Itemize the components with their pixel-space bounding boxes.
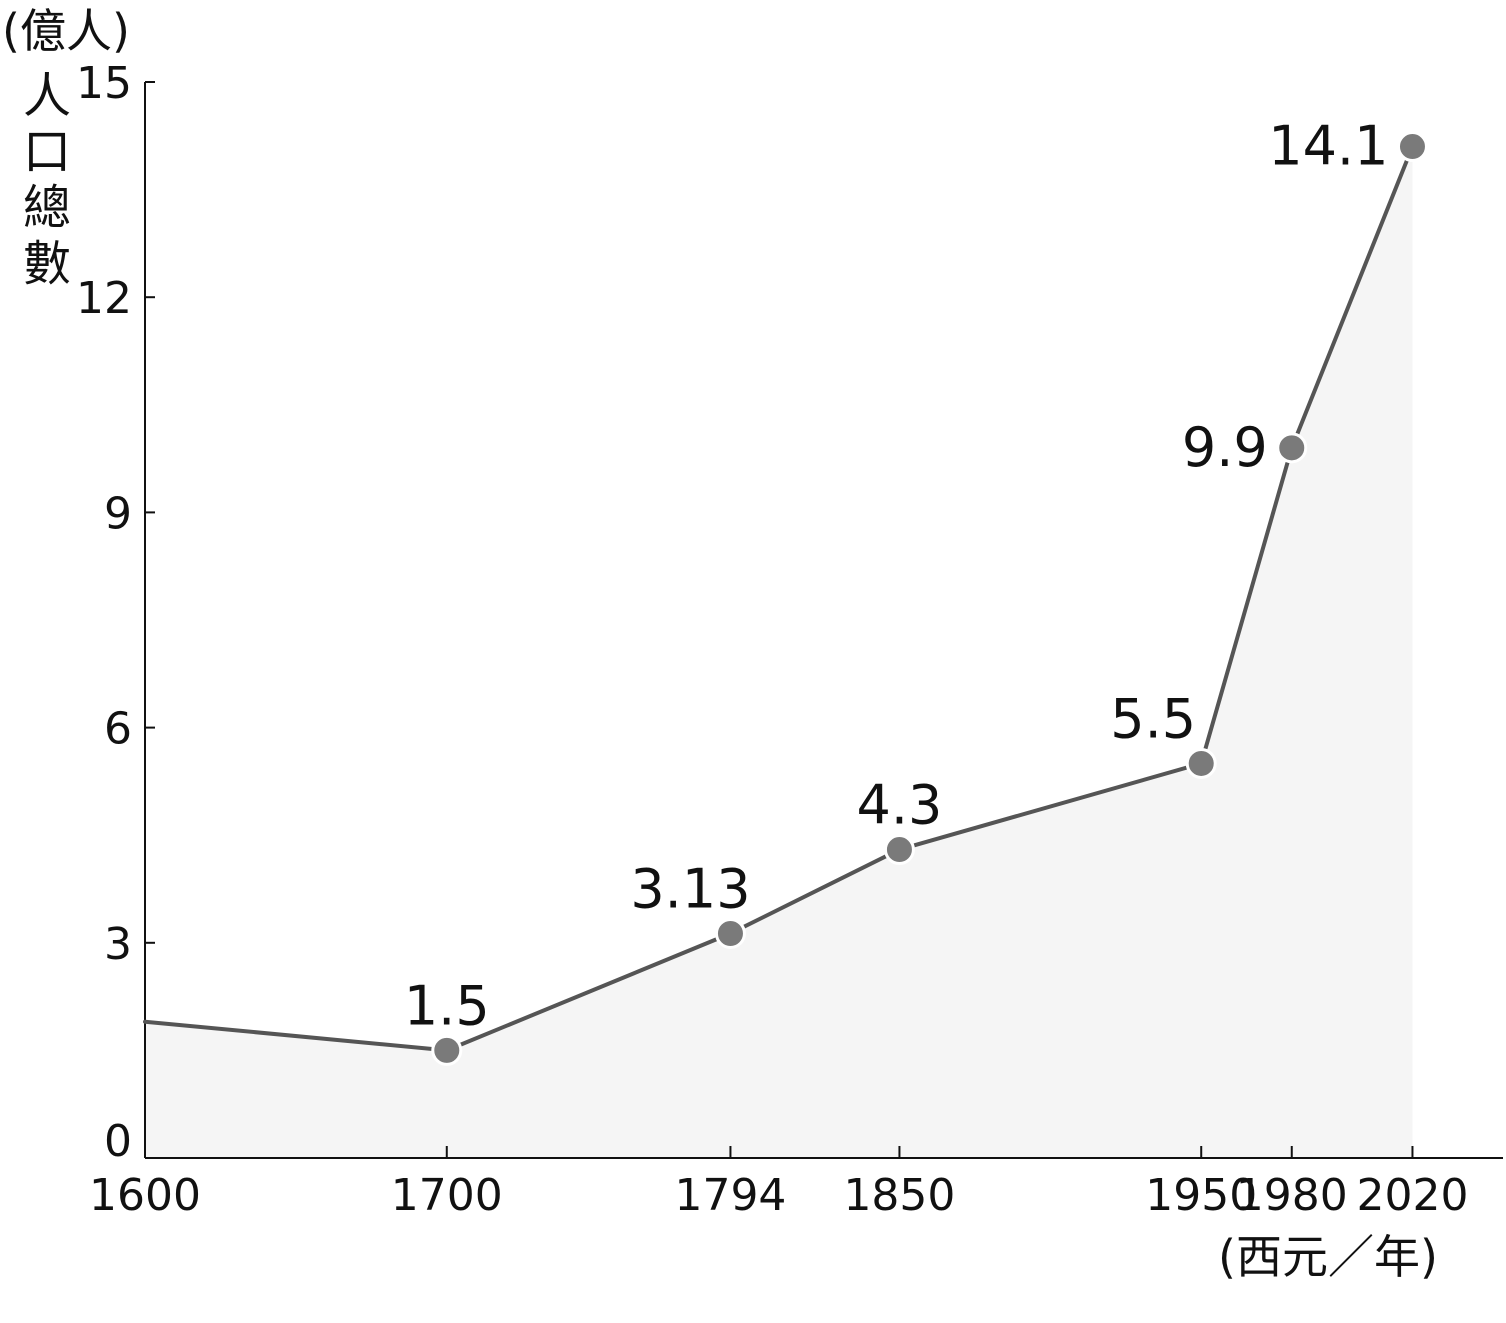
- y-tick-label: 0: [104, 1116, 132, 1167]
- x-tick-label: 1794: [674, 1170, 786, 1221]
- y-tick-label: 6: [104, 704, 132, 755]
- label-layer: 1.5 3.13 4.3 5.5 9.9 14.1: [404, 115, 1389, 1038]
- data-label: 1.5: [404, 974, 490, 1037]
- y-tick-label: 9: [104, 488, 132, 539]
- x-tick-label: 1950: [1145, 1170, 1257, 1221]
- y-tick-label: 12: [76, 273, 132, 324]
- data-point: [1396, 131, 1428, 163]
- x-tick-label: 1980: [1236, 1170, 1348, 1221]
- x-tick-label: 1700: [391, 1170, 503, 1221]
- data-point: [431, 1034, 463, 1066]
- data-point: [1276, 432, 1308, 464]
- y-axis-label: 人口總數: [22, 68, 71, 292]
- data-label: 9.9: [1182, 416, 1268, 479]
- x-tick-label: 2020: [1356, 1170, 1468, 1221]
- area-fill: [145, 146, 1413, 1158]
- y-tick-label: 15: [76, 58, 132, 109]
- data-label: 5.5: [1110, 687, 1196, 750]
- area-layer: [145, 146, 1413, 1158]
- x-tick-label: 1600: [89, 1170, 201, 1221]
- y-unit-label: (億人): [2, 4, 130, 58]
- data-point: [714, 917, 746, 949]
- x-unit-label: (西元／年): [1218, 1230, 1438, 1284]
- data-label: 14.1: [1268, 115, 1388, 178]
- data-point: [1185, 747, 1217, 779]
- data-label: 3.13: [630, 857, 750, 920]
- data-label: 4.3: [856, 774, 942, 837]
- series-layer: [143, 131, 1428, 1066]
- x-tick-label: 1850: [843, 1170, 955, 1221]
- data-point: [883, 834, 915, 866]
- y-tick-label: 3: [104, 919, 132, 970]
